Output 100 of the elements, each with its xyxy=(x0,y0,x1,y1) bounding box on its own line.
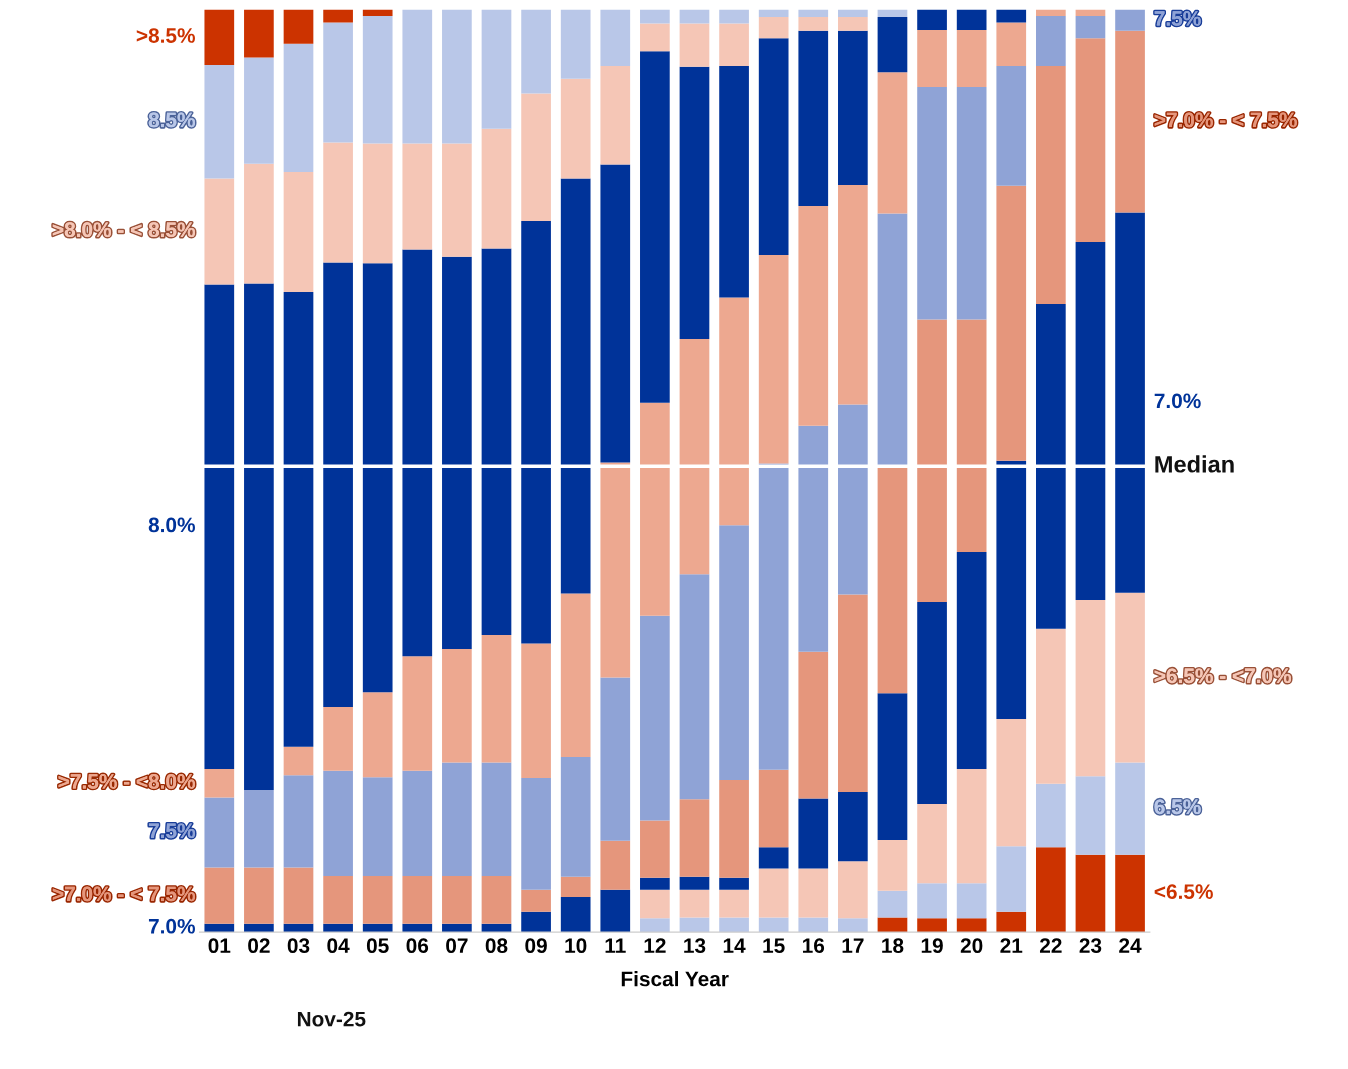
x-tick-label: 11 xyxy=(605,938,626,953)
x-tick-label: 08 xyxy=(485,938,508,954)
bar xyxy=(204,797,235,868)
bar xyxy=(204,923,235,933)
bar xyxy=(442,762,472,876)
bar xyxy=(362,777,393,876)
bar xyxy=(481,762,512,876)
bar xyxy=(204,867,235,924)
bar xyxy=(956,319,987,553)
bar xyxy=(956,768,987,884)
bar xyxy=(917,601,947,804)
bar xyxy=(838,404,868,595)
bar xyxy=(1115,9,1145,31)
bar xyxy=(600,889,631,933)
x-tick-label: 07 xyxy=(446,938,468,954)
bar xyxy=(283,9,314,44)
bar xyxy=(956,552,987,769)
bar xyxy=(758,917,789,933)
bar xyxy=(560,897,591,933)
bar xyxy=(679,9,710,24)
bar xyxy=(640,51,670,403)
bar xyxy=(917,29,947,88)
bar xyxy=(1036,783,1066,848)
bar xyxy=(1075,600,1106,777)
bar xyxy=(640,820,670,878)
bar xyxy=(560,178,591,594)
bar xyxy=(956,883,987,919)
x-tick-label: 06 xyxy=(406,938,429,954)
bar xyxy=(442,256,472,649)
bar xyxy=(560,593,591,757)
bar xyxy=(679,574,710,800)
bar xyxy=(1115,762,1145,855)
text: 7.5% xyxy=(1154,11,1201,26)
bar xyxy=(244,867,274,924)
series-label: >8.0% - < 8.5% xyxy=(52,222,195,238)
bar xyxy=(244,57,274,164)
x-tick-label: 05 xyxy=(366,938,389,954)
x-tick-label: 09 xyxy=(525,938,547,954)
bar xyxy=(600,164,631,463)
bar xyxy=(1075,854,1106,933)
bar xyxy=(283,171,314,292)
bar xyxy=(481,128,512,249)
bar xyxy=(1075,776,1106,855)
bar xyxy=(244,790,274,868)
bar xyxy=(877,213,908,466)
x-tick-label: 21 xyxy=(1000,938,1023,953)
x-tick-label: 02 xyxy=(248,938,270,954)
bar xyxy=(996,65,1027,186)
bar xyxy=(798,917,829,933)
x-tick-label: 23 xyxy=(1079,938,1102,954)
bar xyxy=(798,30,829,207)
x-tick-label: 10 xyxy=(565,938,587,954)
x-axis-title: Fiscal Year xyxy=(621,971,729,987)
bar xyxy=(323,770,353,876)
bar xyxy=(362,692,393,778)
bar xyxy=(323,262,353,708)
bar xyxy=(877,890,908,918)
bar xyxy=(719,917,749,933)
bar xyxy=(1075,38,1106,243)
bar xyxy=(917,319,947,602)
bar xyxy=(917,87,947,320)
bar xyxy=(600,65,631,165)
bar xyxy=(640,402,670,616)
bar xyxy=(1036,303,1066,629)
x-tick-label: 19 xyxy=(921,938,943,954)
bar xyxy=(283,923,314,933)
bar xyxy=(521,93,551,221)
series-label: 8.5% xyxy=(148,112,195,128)
bar xyxy=(204,64,235,179)
x-tick-label: 13 xyxy=(684,938,706,954)
bar xyxy=(640,615,670,821)
bar xyxy=(600,9,631,66)
bar xyxy=(442,875,472,924)
x-tick-label: 12 xyxy=(644,938,666,953)
bar xyxy=(956,87,987,320)
bar xyxy=(442,9,472,144)
bar xyxy=(719,297,749,526)
bar xyxy=(560,876,591,898)
bar xyxy=(758,255,789,464)
bar xyxy=(521,889,551,912)
series-label: 6.5% xyxy=(1154,799,1201,815)
bar xyxy=(1115,212,1145,593)
bar xyxy=(362,263,393,693)
bar xyxy=(402,249,433,657)
bar xyxy=(442,143,472,257)
bar xyxy=(323,707,353,771)
bar xyxy=(402,656,433,771)
bar xyxy=(402,875,433,924)
bar xyxy=(679,799,710,877)
bar xyxy=(838,791,868,862)
bar xyxy=(481,923,512,933)
series-label: >8.5% xyxy=(136,28,195,43)
bar xyxy=(838,30,868,185)
bar xyxy=(838,861,868,919)
bar xyxy=(838,184,868,405)
text: Nov-25 xyxy=(297,1011,366,1027)
bar xyxy=(798,9,829,17)
bar xyxy=(996,719,1027,847)
bar xyxy=(719,779,749,878)
bar xyxy=(323,9,353,23)
